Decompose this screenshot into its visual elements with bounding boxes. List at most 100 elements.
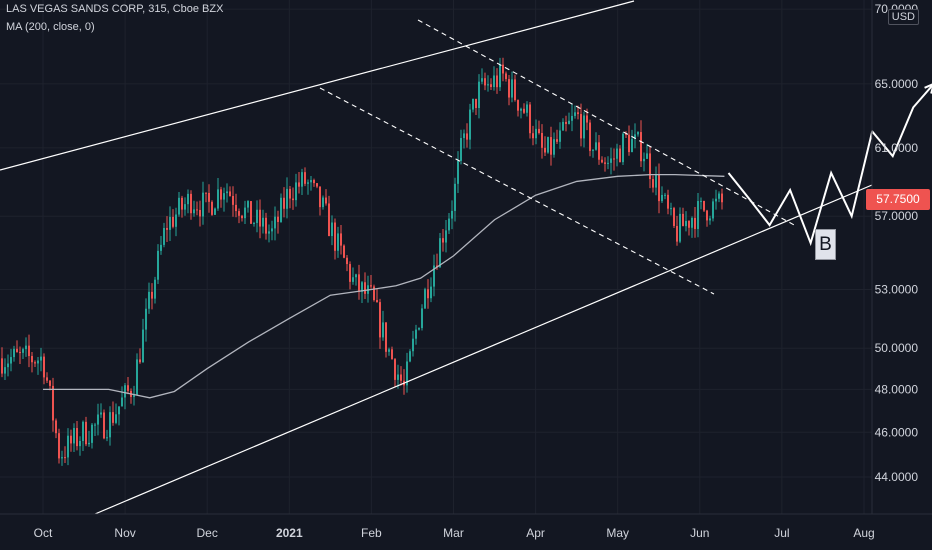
candle-body bbox=[307, 182, 309, 184]
candle-body bbox=[262, 217, 264, 227]
candle-body bbox=[649, 153, 651, 180]
candle-body bbox=[43, 356, 45, 378]
candle-body bbox=[481, 78, 483, 82]
candle-body bbox=[70, 435, 72, 444]
candle-body bbox=[514, 79, 516, 101]
lower-wedge-dashed-line bbox=[319, 87, 715, 295]
candle-body bbox=[355, 274, 357, 278]
candle-body bbox=[88, 442, 90, 445]
candle-body bbox=[145, 308, 147, 330]
candle-body bbox=[547, 137, 549, 153]
candle-body bbox=[721, 193, 723, 203]
candle-body bbox=[250, 201, 252, 224]
candle-body bbox=[460, 138, 462, 161]
candle-body bbox=[352, 277, 354, 282]
candle-body bbox=[127, 385, 129, 391]
candle-body bbox=[532, 133, 534, 139]
candle-body bbox=[337, 233, 339, 251]
candle-body bbox=[595, 142, 597, 150]
time-tick-label: Aug bbox=[853, 526, 874, 540]
price-tick-label: 65.0000 bbox=[875, 77, 919, 91]
candle-body bbox=[277, 216, 279, 222]
candle-body bbox=[76, 428, 78, 447]
candle-body bbox=[415, 329, 417, 339]
candle-body bbox=[502, 64, 504, 74]
candle-body bbox=[67, 435, 69, 458]
currency-unit-label[interactable]: USD bbox=[887, 9, 919, 25]
candle-body bbox=[583, 115, 585, 139]
candle-body bbox=[13, 348, 15, 358]
candle-body bbox=[457, 160, 459, 184]
candle-body bbox=[517, 100, 519, 111]
candle-body bbox=[394, 359, 396, 380]
candle-body bbox=[484, 78, 486, 86]
candle-body bbox=[202, 192, 204, 217]
candle-body bbox=[592, 149, 594, 151]
candle-body bbox=[271, 228, 273, 232]
candle-body bbox=[16, 348, 18, 353]
candle-body bbox=[7, 363, 9, 368]
candle-body bbox=[577, 112, 579, 115]
candle-body bbox=[244, 207, 246, 219]
candle-body bbox=[646, 153, 648, 159]
candle-body bbox=[523, 108, 525, 113]
candle-body bbox=[148, 291, 150, 309]
lower-channel-line bbox=[94, 184, 873, 515]
candle-body bbox=[643, 158, 645, 162]
candle-body bbox=[193, 209, 195, 214]
candle-body bbox=[601, 159, 603, 163]
candle-body bbox=[706, 210, 708, 221]
candle-body bbox=[388, 349, 390, 352]
candle-body bbox=[259, 209, 261, 227]
price-axis-labels: 70.000065.000061.000057.000053.000050.00… bbox=[875, 2, 919, 484]
price-tick-label: 57.0000 bbox=[875, 209, 919, 223]
candle-body bbox=[526, 104, 528, 113]
candle-body bbox=[58, 433, 60, 459]
candle-body bbox=[628, 134, 630, 153]
candle-body bbox=[100, 412, 102, 415]
price-tick-label: 46.0000 bbox=[875, 425, 919, 439]
candle-body bbox=[715, 198, 717, 202]
candle-body bbox=[637, 132, 639, 135]
candle-body bbox=[571, 115, 573, 121]
candle-body bbox=[391, 349, 393, 360]
time-tick-label: Jun bbox=[690, 526, 709, 540]
candle-body bbox=[475, 98, 477, 108]
candle-body bbox=[658, 174, 660, 202]
candle-body bbox=[328, 203, 330, 237]
candle-body bbox=[124, 385, 126, 398]
candle-body bbox=[97, 414, 99, 425]
candle-body bbox=[118, 406, 120, 415]
chart-grid bbox=[0, 0, 872, 514]
candle-body bbox=[712, 201, 714, 219]
candle-body bbox=[472, 98, 474, 110]
candle-body bbox=[574, 112, 576, 116]
candle-body bbox=[214, 208, 216, 215]
candle-body bbox=[172, 216, 174, 227]
candle-body bbox=[49, 380, 51, 386]
projection-path bbox=[727, 83, 932, 247]
candle-body bbox=[463, 133, 465, 139]
candle-body bbox=[640, 132, 642, 162]
candle-body bbox=[718, 193, 720, 199]
candle-body bbox=[85, 421, 87, 445]
candle-body bbox=[406, 361, 408, 386]
candle-body bbox=[175, 214, 177, 227]
candle-body bbox=[661, 195, 663, 202]
symbol-title[interactable]: LAS VEGAS SANDS CORP, 315, Cboe BZX bbox=[6, 3, 224, 15]
candle-body bbox=[343, 245, 345, 258]
candlestick-series bbox=[1, 57, 723, 466]
candle-body bbox=[208, 192, 210, 202]
time-tick-label: Jul bbox=[774, 526, 789, 540]
candle-body bbox=[418, 328, 420, 330]
indicator-legend[interactable]: MA (200, close, 0) bbox=[6, 21, 95, 33]
candle-body bbox=[268, 231, 270, 234]
candle-body bbox=[445, 230, 447, 243]
candle-body bbox=[340, 233, 342, 246]
candle-body bbox=[178, 197, 180, 215]
candle-body bbox=[190, 193, 192, 214]
projection-arrowhead bbox=[924, 83, 932, 94]
candle-body bbox=[409, 351, 411, 362]
candle-body bbox=[229, 191, 231, 197]
